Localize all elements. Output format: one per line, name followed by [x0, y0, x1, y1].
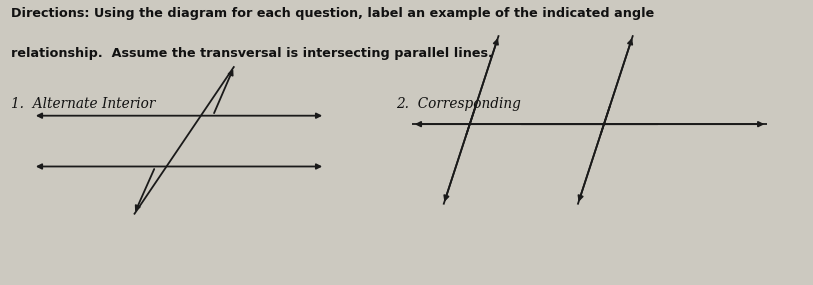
Text: Directions: Using the diagram for each question, label an example of the indicat: Directions: Using the diagram for each q… [11, 7, 654, 20]
Text: 2.  Corresponding: 2. Corresponding [396, 97, 521, 111]
Text: relationship.  Assume the transversal is intersecting parallel lines.: relationship. Assume the transversal is … [11, 46, 493, 60]
Text: 1.  Alternate Interior: 1. Alternate Interior [11, 97, 155, 111]
